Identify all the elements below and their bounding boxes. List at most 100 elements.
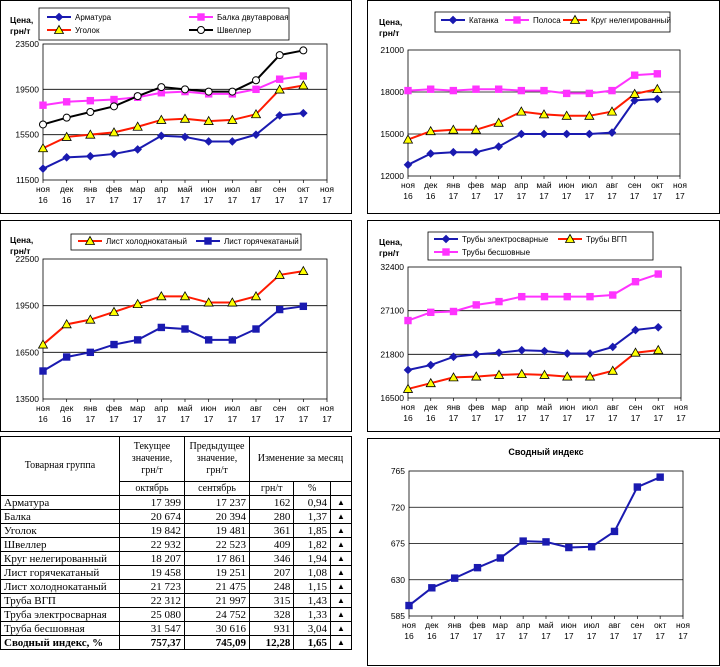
data-point	[473, 563, 482, 572]
x-tick-year: 17	[86, 195, 96, 205]
data-point	[62, 113, 71, 122]
x-tick-year: 17	[631, 413, 641, 423]
x-tick-year: 17	[109, 195, 119, 205]
data-point	[250, 291, 262, 301]
series-line	[42, 75, 304, 107]
data-point	[275, 75, 284, 83]
chart-panel-sheet: Цена, грн/т 13500 16500 19500 22500 ноя 16 дек 16…	[0, 220, 352, 432]
data-point	[542, 538, 550, 546]
cell-group: Швеллер	[0, 537, 120, 552]
data-point	[606, 106, 618, 116]
x-tick-month: авг	[250, 403, 262, 413]
cell-prev: 19 481	[184, 523, 250, 538]
data-point	[405, 601, 413, 610]
x-tick-month: дек	[425, 620, 439, 630]
x-tick-year: 17	[675, 191, 685, 201]
data-point	[403, 365, 413, 375]
legend-label: Лист горячекатаный	[224, 237, 299, 246]
data-point	[204, 336, 213, 344]
data-point	[633, 483, 642, 491]
y-tick-label: 19500	[15, 301, 39, 311]
data-point	[228, 137, 237, 146]
legend: Арматура Балка двутавровая Уголок Швеллер	[38, 7, 290, 41]
data-point	[252, 85, 260, 94]
legend-label: Арматура	[75, 13, 112, 22]
data-point	[562, 129, 571, 139]
data-point	[252, 76, 260, 85]
series-2	[404, 70, 662, 98]
legend-label: Круг нелегированный	[591, 16, 671, 25]
series-line	[42, 305, 304, 372]
cell-current: 22 312	[119, 593, 185, 608]
x-tick-month: сен	[273, 184, 287, 194]
chart-panel-rebar-beam: Цена, грн/т 11500 15500 19500 23500 ноя 16 дек 16…	[0, 0, 352, 214]
cell-group: Сводный индекс, %	[0, 635, 120, 650]
data-point	[204, 137, 213, 146]
data-point	[157, 323, 166, 332]
x-tick-month: июн	[201, 184, 217, 194]
legend-label: Трубы электросварные	[462, 235, 549, 244]
cell-change-pct: 1,33	[293, 607, 331, 622]
legend: Катанка Полоса Круг нелегированный	[434, 11, 671, 33]
cell-group: Труба ВГП	[0, 593, 120, 608]
x-tick-year: 17	[157, 195, 167, 205]
y-tick-label: 765	[391, 466, 405, 476]
y-tick-label: 16500	[380, 393, 404, 403]
data-point	[39, 101, 47, 109]
table-header-row: Товарная группа Текущее значение, грн/т …	[0, 436, 352, 496]
data-point	[584, 110, 595, 120]
legend-swatch-marker	[513, 16, 521, 24]
data-point	[471, 350, 481, 359]
x-tick-year: 17	[610, 631, 620, 641]
series-1	[38, 108, 308, 173]
table-row: Труба бесшовная 31 547 30 616 931 3,04 ▲	[0, 621, 352, 636]
header-current: Текущее значение, грн/т	[119, 436, 185, 482]
x-tick-year: 17	[676, 413, 686, 423]
data-point	[427, 308, 435, 317]
data-point	[610, 527, 619, 536]
x-tick-year: 17	[251, 195, 261, 205]
y-axis-unit: грн/т	[10, 26, 30, 36]
x-tick-month: ноя	[36, 403, 50, 413]
data-point	[539, 369, 550, 379]
data-point	[425, 377, 436, 388]
data-point	[587, 543, 596, 551]
x-tick-year: 17	[496, 631, 506, 641]
price-table: Товарная группа Текущее значение, грн/т …	[0, 436, 352, 650]
x-tick-year: 17	[228, 414, 238, 424]
x-tick-month: июн	[559, 180, 575, 190]
legend-label: Полоса	[533, 16, 561, 25]
x-tick-year: 17	[540, 413, 550, 423]
x-tick-month: сен	[273, 403, 287, 413]
x-tick-year: 17	[299, 195, 309, 205]
data-point	[133, 145, 142, 154]
x-tick-month: ноя	[401, 402, 415, 412]
cell-change-pct: 1,94	[293, 551, 331, 566]
x-tick-year: 17	[275, 414, 285, 424]
x-tick-month: авг	[250, 184, 262, 194]
data-point	[450, 574, 459, 582]
data-point	[85, 314, 96, 324]
legend-swatch-marker	[564, 233, 576, 243]
data-point	[252, 325, 260, 333]
data-point	[585, 89, 594, 98]
x-tick-month: мар	[130, 403, 146, 413]
data-point	[250, 108, 262, 119]
x-tick-year: 17	[607, 191, 617, 201]
x-tick-month: окт	[297, 184, 310, 194]
y-tick-label: 11500	[16, 175, 39, 185]
header-change-abs: грн/т	[248, 481, 295, 496]
x-tick-year: 17	[228, 195, 238, 205]
data-point	[402, 383, 414, 393]
x-tick-month: фев	[468, 180, 485, 190]
x-tick-month: июн	[559, 402, 575, 412]
x-tick-year: 17	[517, 191, 527, 201]
series-4	[39, 46, 308, 129]
cell-change-dir: ▲	[330, 551, 352, 566]
data-point	[228, 336, 237, 344]
y-axis-title: Цена,	[379, 17, 402, 27]
data-point	[275, 305, 284, 314]
x-tick-month: ноя	[402, 620, 416, 630]
x-tick-year: 17	[585, 191, 595, 201]
data-point	[404, 316, 412, 325]
